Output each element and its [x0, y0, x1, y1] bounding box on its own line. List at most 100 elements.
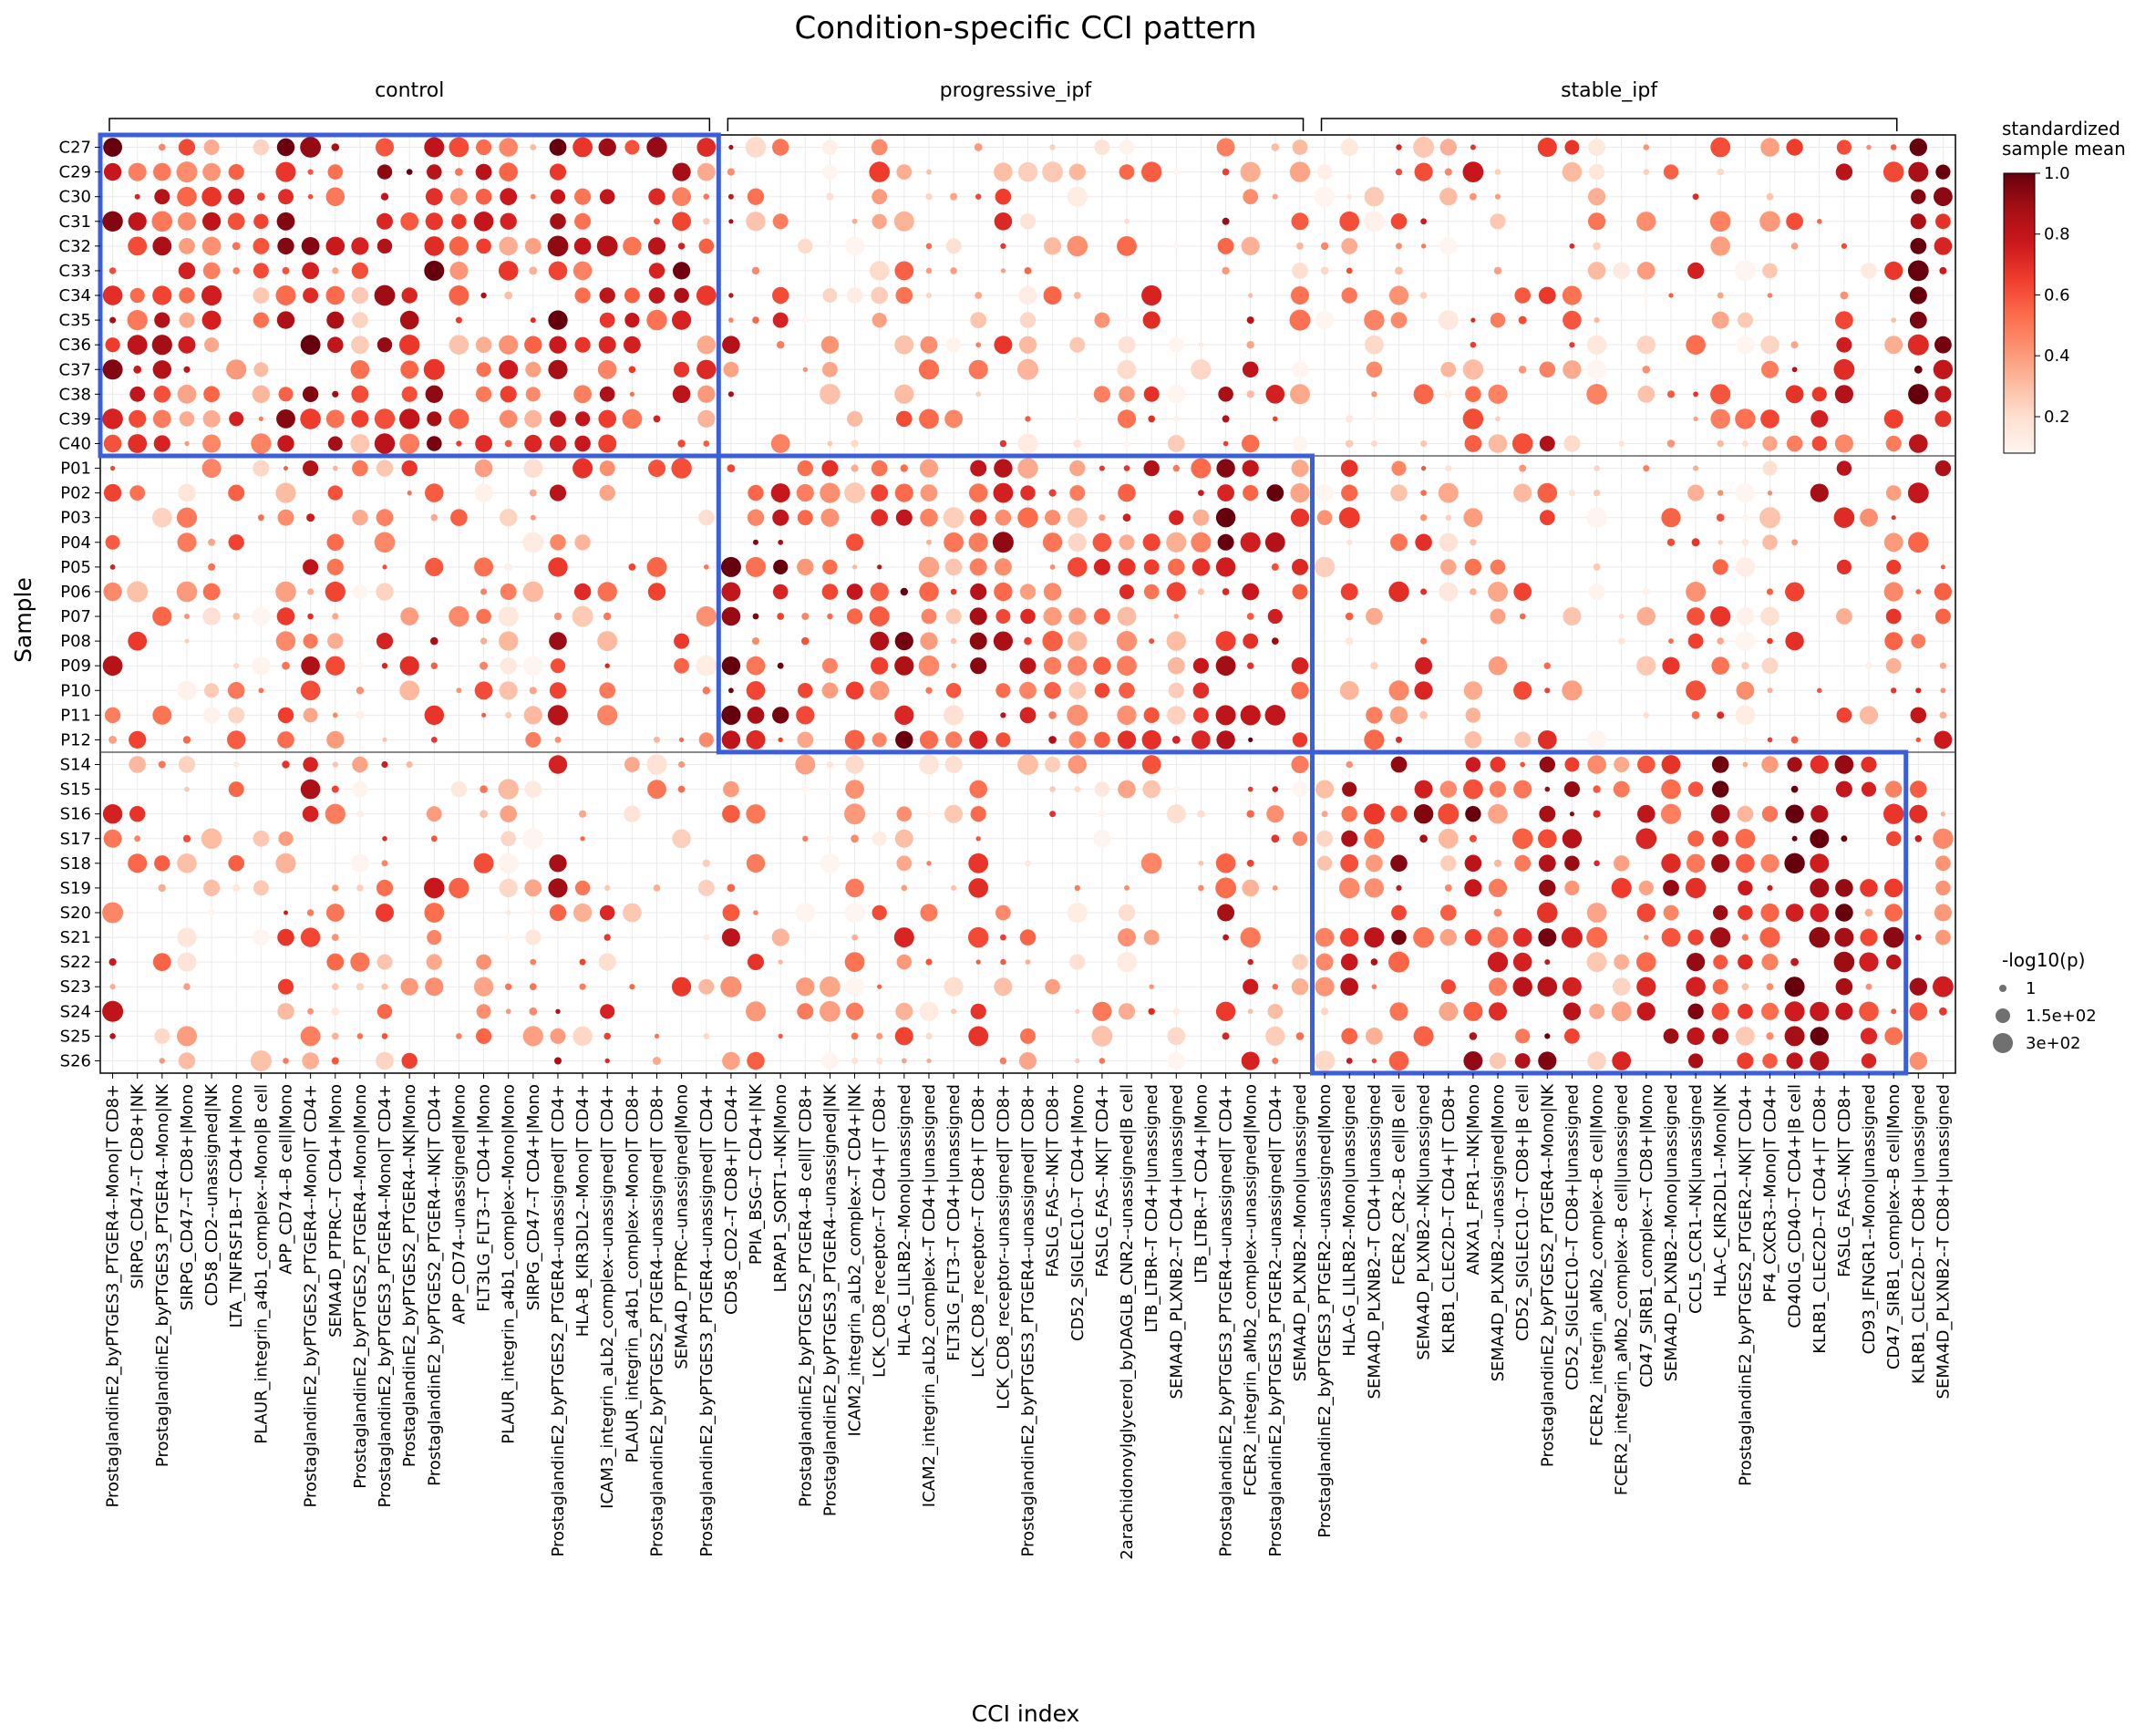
data-point [233, 663, 240, 669]
data-point [1390, 533, 1408, 552]
data-point [1192, 707, 1209, 723]
data-point [646, 309, 667, 331]
data-point [871, 509, 888, 526]
x-tick-label: ProstaglandinE2_byPTGES2_PTGER4--unassig… [549, 1084, 568, 1556]
data-point [1488, 434, 1508, 453]
data-point [1246, 316, 1254, 325]
data-point [647, 780, 666, 799]
data-point [1489, 780, 1507, 798]
data-point [1587, 1051, 1606, 1070]
data-point [549, 336, 567, 354]
data-point [1563, 781, 1580, 798]
data-point [1241, 236, 1260, 255]
data-point [674, 657, 689, 674]
data-point [1939, 1007, 1947, 1016]
data-point [176, 161, 198, 183]
data-point [300, 408, 321, 429]
data-point [1738, 954, 1753, 970]
data-point [500, 657, 517, 675]
data-point [332, 613, 339, 620]
data-point [1693, 465, 1699, 471]
data-point [1519, 613, 1526, 620]
data-point [1240, 532, 1261, 553]
data-point [696, 138, 717, 157]
data-point [698, 510, 715, 526]
x-tick-label: LCK_CD8_receptor--T CD4+|T CD8+ [871, 1084, 890, 1378]
data-point [1044, 237, 1062, 255]
data-point [1817, 219, 1822, 224]
data-point [1465, 806, 1481, 822]
data-point [547, 705, 569, 726]
data-point [894, 384, 914, 404]
data-point [1884, 336, 1903, 355]
x-tick-label: ProstaglandinE2_byPTGES3_PTGER4--Mono|T … [104, 1084, 123, 1508]
data-point [253, 237, 270, 254]
data-point [1068, 607, 1087, 625]
x-tick-label: ProstaglandinE2_byPTGES2_PTGER4--Mono|NK [1538, 1083, 1557, 1467]
data-point [374, 532, 396, 553]
data-point [548, 878, 568, 898]
data-point [624, 336, 641, 354]
data-point [1835, 1002, 1853, 1020]
data-point [1762, 460, 1778, 476]
data-point [1661, 508, 1681, 528]
data-point [548, 557, 568, 577]
data-point [228, 855, 244, 872]
data-point [1048, 736, 1057, 744]
data-point [1364, 878, 1385, 898]
data-point [677, 439, 686, 448]
data-point [1217, 533, 1234, 551]
data-point [778, 959, 783, 965]
data-point [1761, 954, 1779, 971]
data-point [703, 934, 710, 941]
size-legend-marker [1993, 1033, 2013, 1053]
data-point [182, 736, 191, 744]
data-point [696, 359, 717, 379]
y-tick-label: C34 [59, 286, 91, 305]
data-point [896, 164, 913, 181]
data-point [820, 482, 841, 503]
data-point [672, 187, 691, 207]
data-point [1885, 608, 1902, 625]
data-point [1073, 439, 1082, 448]
data-point [499, 138, 518, 157]
data-point [801, 316, 810, 324]
data-point [1586, 729, 1607, 750]
data-point [400, 977, 418, 996]
data-point [994, 212, 1013, 231]
data-point [1045, 510, 1061, 526]
data-point [327, 164, 344, 180]
data-point [629, 984, 635, 990]
data-point [698, 978, 715, 995]
data-point [252, 606, 271, 626]
data-point [1735, 557, 1756, 577]
data-point [851, 439, 859, 448]
data-point [307, 588, 315, 595]
data-point [1414, 162, 1433, 181]
data-point [1935, 855, 1951, 872]
data-point [727, 884, 736, 893]
data-point [1563, 607, 1582, 625]
data-point [896, 855, 913, 872]
data-point [572, 605, 593, 627]
data-point [975, 342, 982, 348]
data-point [1017, 161, 1038, 182]
data-point [1791, 539, 1798, 546]
data-point [178, 262, 196, 280]
data-point [943, 507, 965, 529]
data-point [1094, 731, 1110, 749]
data-point [1396, 144, 1402, 150]
data-point [1017, 507, 1038, 528]
data-point [1124, 884, 1130, 891]
data-point [275, 285, 296, 305]
data-point [549, 632, 567, 650]
data-point [525, 731, 542, 748]
x-tick-label: SEMA4D_PLXNB2--Mono|unassigned [1662, 1084, 1681, 1381]
data-point [827, 440, 833, 447]
data-point [1123, 316, 1130, 324]
data-point [1388, 285, 1409, 305]
data-point [1338, 507, 1360, 529]
data-point [128, 631, 148, 651]
data-point [926, 811, 932, 817]
